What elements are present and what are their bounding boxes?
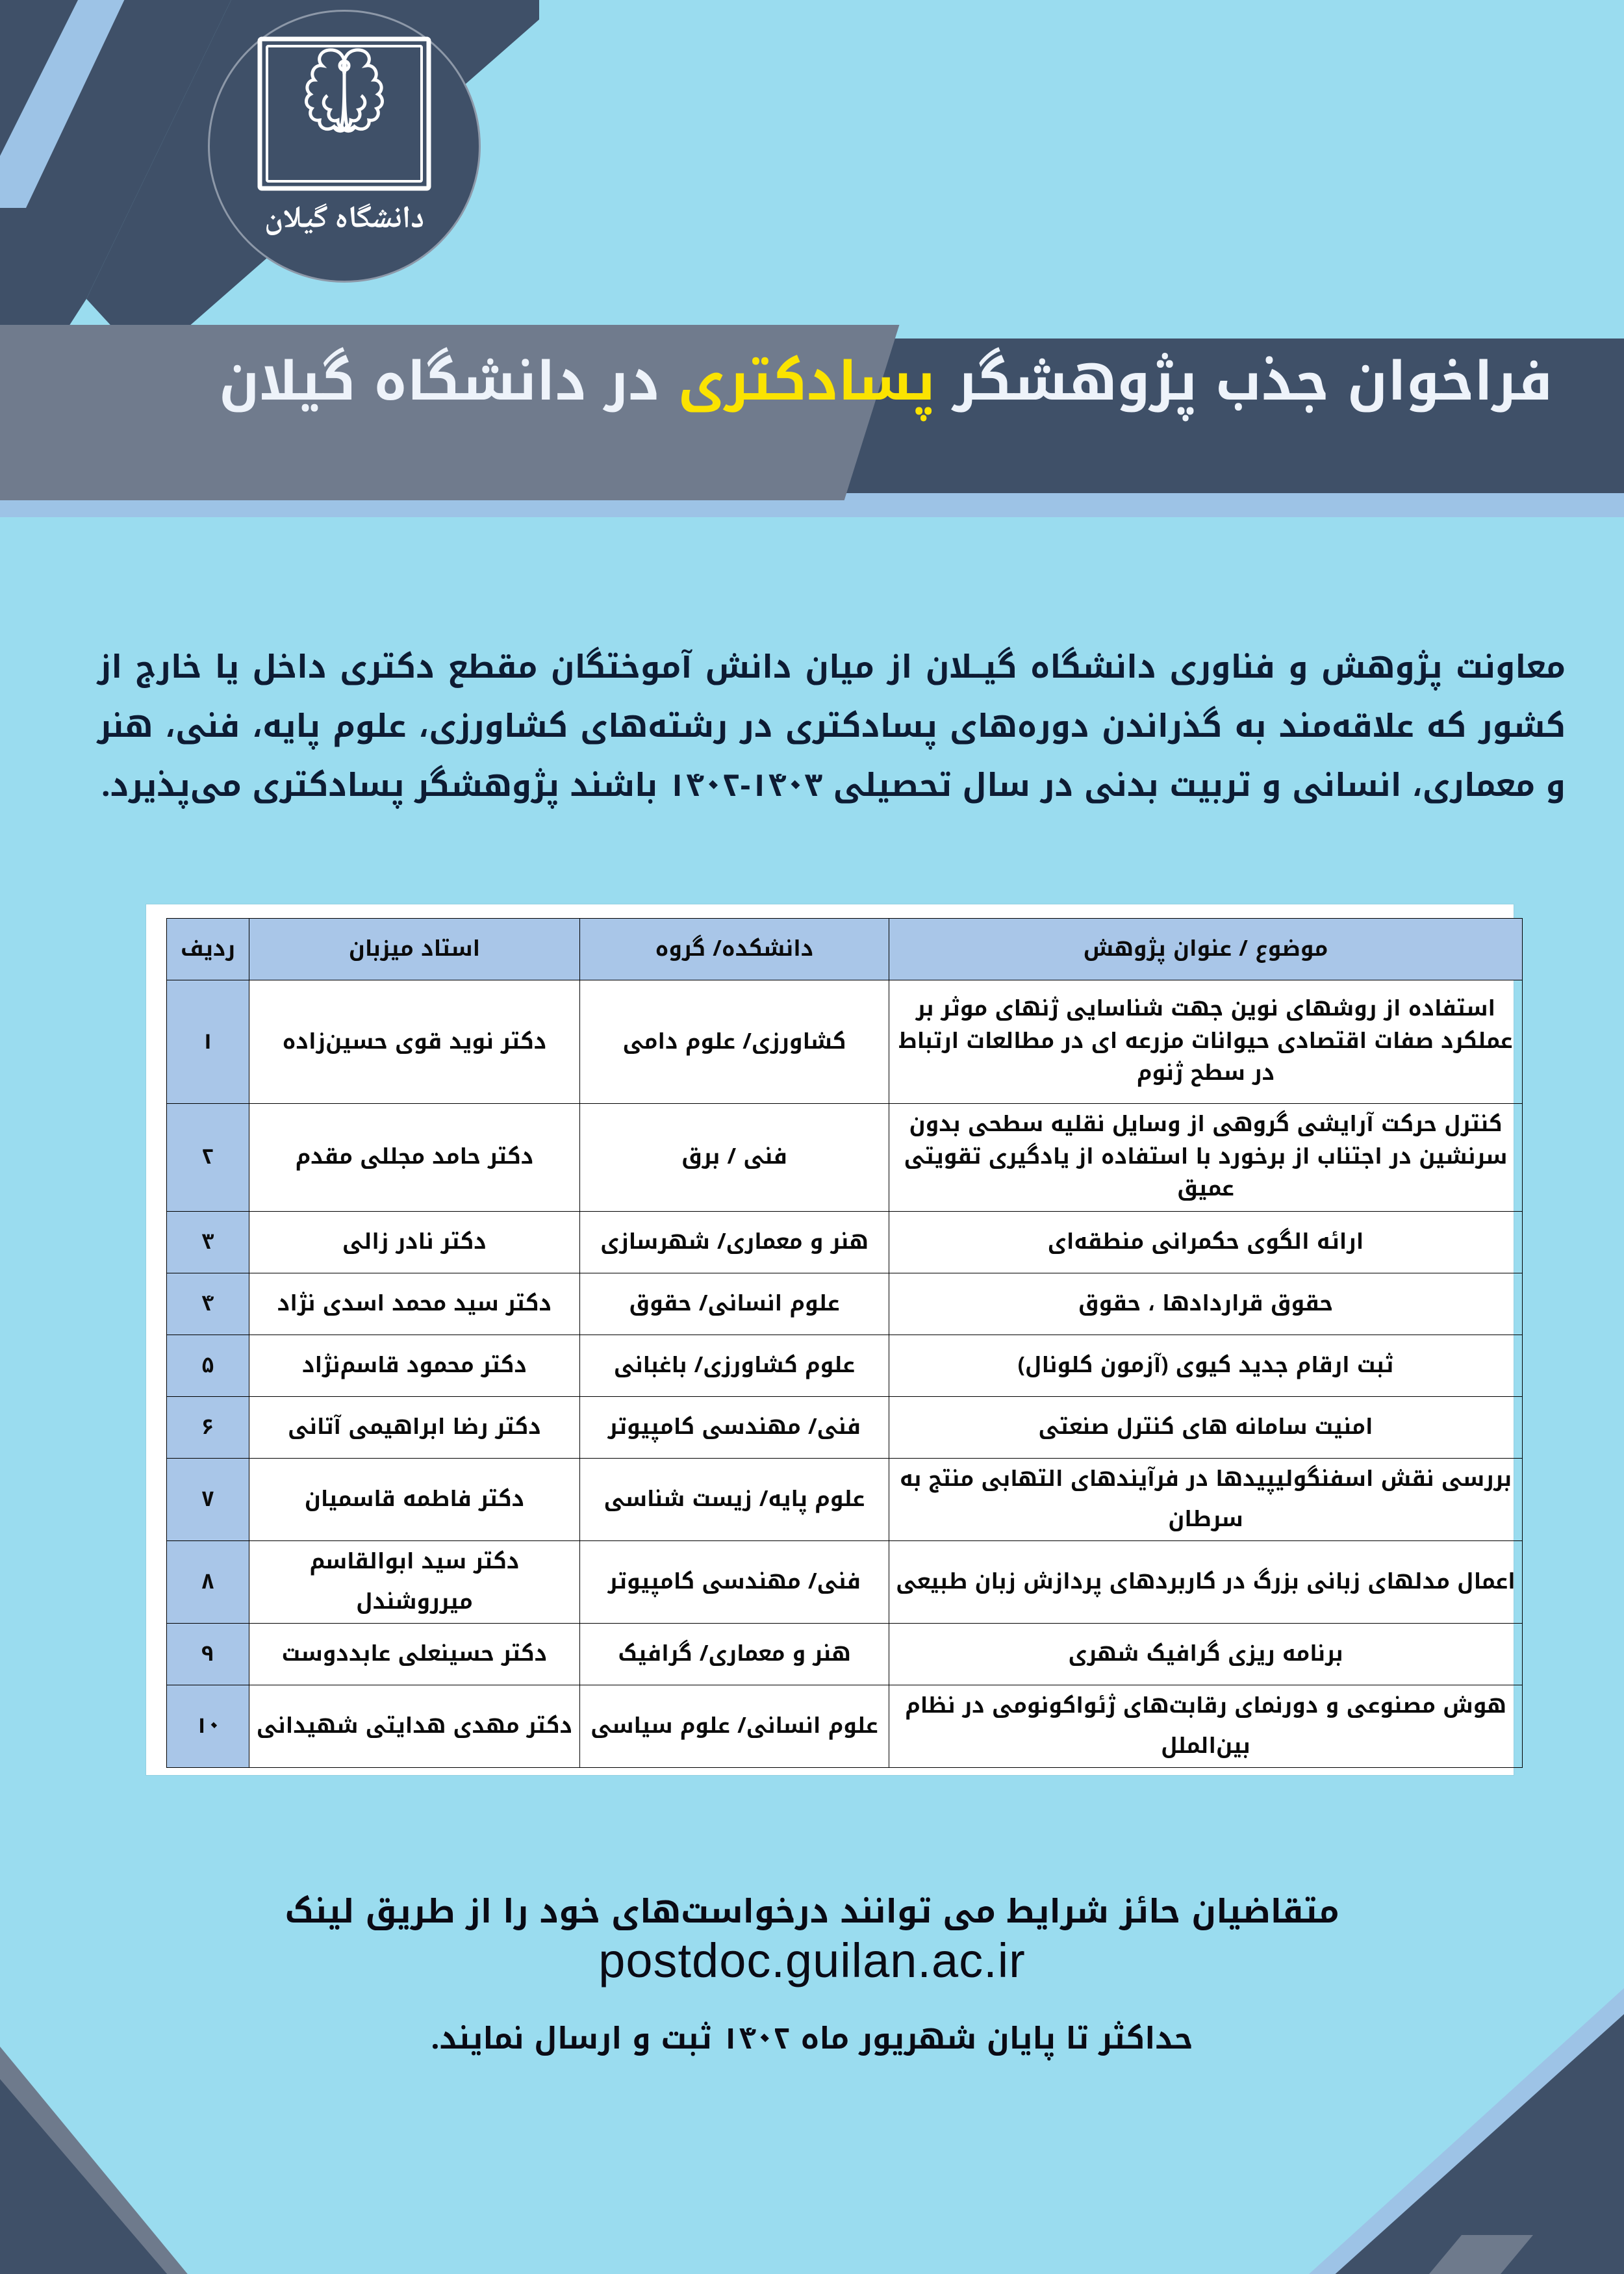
svg-text:دانشگاه گیلان: دانشگاه گیلان xyxy=(264,195,424,248)
